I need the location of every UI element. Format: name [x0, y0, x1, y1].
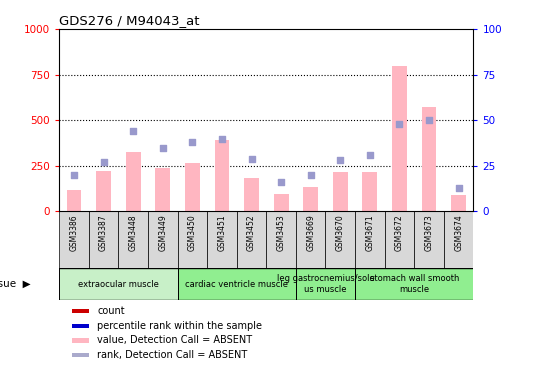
Bar — [303, 187, 318, 212]
Bar — [207, 212, 237, 268]
Bar — [237, 212, 266, 268]
Text: GSM3453: GSM3453 — [277, 214, 286, 251]
Text: rank, Detection Call = ABSENT: rank, Detection Call = ABSENT — [97, 350, 247, 360]
Bar — [392, 66, 407, 212]
Text: tissue  ▶: tissue ▶ — [0, 279, 30, 289]
Point — [306, 172, 315, 178]
Bar — [296, 212, 325, 268]
Bar — [355, 212, 385, 268]
Bar — [422, 107, 436, 212]
Point — [277, 179, 285, 185]
Bar — [178, 212, 207, 268]
Bar — [89, 212, 118, 268]
Bar — [266, 212, 296, 268]
Bar — [244, 178, 259, 212]
Bar — [178, 268, 296, 300]
Point — [129, 128, 137, 134]
Bar — [296, 268, 355, 300]
Bar — [72, 309, 89, 313]
Point — [247, 156, 256, 161]
Text: leg gastrocnemius/sole
us muscle: leg gastrocnemius/sole us muscle — [277, 274, 374, 294]
Text: extraocular muscle: extraocular muscle — [78, 280, 159, 288]
Text: count: count — [97, 306, 125, 316]
Bar — [148, 212, 178, 268]
Point — [99, 159, 108, 165]
Text: GSM3671: GSM3671 — [365, 214, 374, 251]
Text: GSM3448: GSM3448 — [129, 214, 138, 251]
Text: GSM3670: GSM3670 — [336, 214, 345, 251]
Bar — [444, 212, 473, 268]
Text: GSM3387: GSM3387 — [99, 214, 108, 251]
Bar — [363, 172, 377, 212]
Text: GSM3451: GSM3451 — [217, 214, 226, 251]
Point — [158, 145, 167, 151]
Point — [217, 136, 226, 142]
Bar — [215, 141, 229, 212]
Point — [336, 157, 344, 163]
Bar — [385, 212, 414, 268]
Text: GSM3452: GSM3452 — [247, 214, 256, 251]
Bar — [59, 268, 178, 300]
Bar — [72, 352, 89, 357]
Bar — [325, 212, 355, 268]
Point — [366, 152, 374, 158]
Point — [454, 185, 463, 191]
Bar — [333, 172, 348, 212]
Bar — [414, 212, 444, 268]
Point — [395, 121, 404, 127]
Text: GDS276 / M94043_at: GDS276 / M94043_at — [59, 14, 200, 27]
Bar — [72, 324, 89, 328]
Point — [188, 139, 196, 145]
Bar — [72, 338, 89, 343]
Text: GSM3449: GSM3449 — [158, 214, 167, 251]
Text: value, Detection Call = ABSENT: value, Detection Call = ABSENT — [97, 335, 252, 346]
Text: GSM3674: GSM3674 — [454, 214, 463, 251]
Bar — [155, 168, 170, 212]
Text: cardiac ventricle muscle: cardiac ventricle muscle — [185, 280, 288, 288]
Text: GSM3669: GSM3669 — [306, 214, 315, 251]
Text: GSM3673: GSM3673 — [424, 214, 434, 251]
Bar — [96, 171, 111, 212]
Point — [424, 117, 433, 123]
Bar — [451, 195, 466, 212]
Bar — [59, 212, 89, 268]
Bar — [355, 268, 473, 300]
Bar — [274, 194, 288, 212]
Bar — [126, 152, 140, 212]
Bar — [185, 163, 200, 212]
Text: stomach wall smooth
muscle: stomach wall smooth muscle — [370, 274, 459, 294]
Bar — [118, 212, 148, 268]
Text: GSM3672: GSM3672 — [395, 214, 404, 251]
Text: GSM3386: GSM3386 — [69, 214, 79, 251]
Text: percentile rank within the sample: percentile rank within the sample — [97, 321, 263, 331]
Bar — [67, 190, 81, 212]
Point — [69, 172, 79, 178]
Text: GSM3450: GSM3450 — [188, 214, 197, 251]
